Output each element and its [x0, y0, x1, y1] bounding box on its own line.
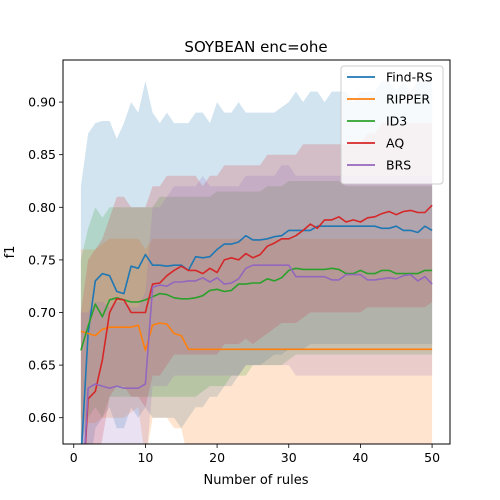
legend-label-id3: ID3 [386, 114, 407, 129]
series-lines [80, 204, 433, 444]
y-axis-label: f1 [3, 246, 18, 259]
band-id3 [80, 181, 433, 444]
y-tick-label: 0.80 [28, 200, 56, 215]
x-tick-label: 0 [70, 450, 78, 465]
x-axis-ticks: 0 10 20 30 40 50 [70, 444, 440, 465]
band-brs [80, 165, 433, 444]
legend-label-find-rs: Find-RS [386, 70, 433, 85]
x-tick-label: 10 [137, 450, 153, 465]
y-tick-label: 0.60 [28, 410, 56, 425]
legend-box [340, 65, 444, 185]
y-tick-label: 0.65 [28, 358, 56, 373]
y-tick-label: 0.70 [28, 305, 56, 320]
line-find-rs [80, 225, 433, 444]
y-tick-label: 0.75 [28, 252, 56, 267]
line-brs [84, 264, 433, 444]
line-aq [84, 204, 433, 444]
legend-label-brs: BRS [386, 158, 411, 173]
x-tick-label: 40 [352, 450, 368, 465]
line-id3 [80, 267, 433, 351]
y-axis-ticks: 0.60 0.65 0.70 0.75 0.80 0.85 0.90 [28, 95, 63, 425]
plot-frame [62, 59, 451, 445]
chart-title: SOYBEAN enc=ohe [184, 38, 327, 56]
x-tick-label: 50 [424, 450, 440, 465]
legend: Find-RS RIPPER ID3 AQ BRS [340, 65, 444, 185]
y-tick-label: 0.85 [28, 147, 56, 162]
y-tick-label: 0.90 [28, 95, 56, 110]
legend-label-aq: AQ [386, 136, 404, 151]
line-ripper [80, 322, 433, 352]
band-ripper [80, 238, 433, 444]
legend-label-ripper: RIPPER [386, 92, 430, 107]
x-tick-label: 30 [281, 450, 297, 465]
x-axis-label: Number of rules [204, 473, 309, 488]
x-tick-label: 20 [209, 450, 225, 465]
